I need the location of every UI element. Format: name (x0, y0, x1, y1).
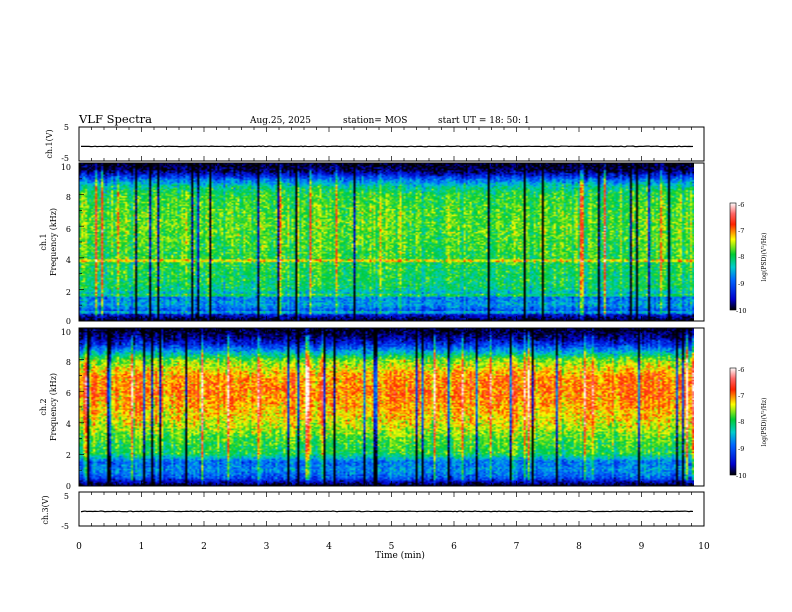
x-tick-9: 9 (639, 542, 645, 552)
ch2-spec-ytick-4: 4 (66, 420, 71, 429)
ch3-voltage-ticks (78, 492, 705, 526)
x-axis-label: Time (min) (375, 550, 425, 561)
ch1-voltage-ylabel: ch.1(V) (45, 129, 54, 158)
ch2-colorbar-frame (729, 367, 737, 476)
ch1-colorbar: -6 -7 -8 -9 -10 log(PSD)(V²/Hz) (729, 201, 768, 315)
ch3-voltage-ylabel: ch.3(V) (41, 495, 50, 524)
x-tick-0: 0 (76, 542, 82, 552)
ch1-spectrogram-image (79, 163, 694, 321)
x-tick-5: 5 (389, 542, 395, 552)
ch2-colorbar-label: log(PSD)(V²/Hz) (761, 398, 768, 447)
ch2-spec-ytick-6: 6 (66, 389, 71, 398)
ch2-spectrogram-ticks (78, 327, 705, 487)
ch3-voltage-panel: 5 -5 ch.3(V) (41, 491, 705, 531)
ch1-voltage-panel: 5 -5 ch.1(V) (45, 123, 705, 163)
ch1-colorbar-frame (729, 202, 737, 311)
ch1-cb-tick-m9: -9 (738, 280, 744, 288)
ch1-voltage-ytick-bottom: -5 (61, 154, 69, 163)
recording-date: Aug.25, 2025 (249, 116, 311, 126)
x-tick-10: 10 (698, 542, 710, 552)
ch1-spec-ytick-4: 4 (66, 256, 71, 265)
ch1-spec-ylabel-line2: Frequency (kHz) (49, 208, 58, 276)
ch3-voltage-ytick-bottom: -5 (61, 522, 69, 531)
figure-title: VLF Spectra (78, 112, 152, 126)
x-tick-2: 2 (201, 542, 207, 552)
voltage-trace-line (80, 510, 694, 513)
x-tick-3: 3 (264, 542, 270, 552)
x-axis-tick-labels: 0 1 2 3 4 5 6 7 8 9 10 (76, 542, 710, 552)
ch2-cb-tick-m10: -10 (736, 472, 746, 480)
ch1-spec-ytick-6: 6 (66, 225, 71, 234)
ch1-voltage-frame (78, 126, 705, 162)
ch1-cb-tick-m8: -8 (738, 253, 744, 261)
ch1-colorbar-label: log(PSD)(V²/Hz) (761, 233, 768, 282)
ch2-spec-ylabel-line1: ch.2 (39, 398, 48, 415)
ch2-cb-tick-m6: -6 (738, 366, 744, 374)
ch2-spec-ytick-8: 8 (66, 358, 71, 367)
station-label: station= MOS (343, 116, 407, 126)
ch2-spec-ylabel-line2: Frequency (kHz) (49, 373, 58, 441)
ch3-voltage-ytick-top: 5 (64, 492, 69, 501)
ch3-voltage-trace (80, 510, 694, 513)
ch1-voltage-trace (80, 145, 694, 148)
ch1-spec-ytick-8: 8 (66, 193, 71, 202)
ch1-spec-ytick-2: 2 (66, 288, 71, 297)
ch1-colorbar-gradient (730, 203, 736, 310)
ch1-spec-ytick-0: 0 (66, 317, 71, 326)
ch1-spectrogram-ticks (78, 162, 705, 322)
ch1-voltage-ticks (78, 127, 705, 161)
ch2-spec-ytick-2: 2 (66, 451, 71, 460)
ch1-cb-tick-m10: -10 (736, 307, 746, 315)
ch2-cb-tick-m7: -7 (738, 392, 744, 400)
ch1-spec-ylabel-line1: ch.1 (39, 233, 48, 250)
ch2-colorbar-gradient (730, 368, 736, 475)
ch2-spec-ytick-0: 0 (66, 482, 71, 491)
ch1-spectrogram-panel: 0 2 4 6 8 10 ch.1 Frequency (kHz) (39, 162, 705, 326)
ch1-cb-tick-m7: -7 (738, 227, 744, 235)
x-tick-6: 6 (451, 542, 457, 552)
ch2-spec-ytick-10: 10 (61, 328, 71, 337)
ch2-cb-tick-m9: -9 (738, 445, 744, 453)
ch3-voltage-frame (78, 491, 705, 527)
ch1-voltage-ytick-top: 5 (64, 123, 69, 132)
x-tick-1: 1 (139, 542, 145, 552)
ch2-colorbar: -6 -7 -8 -9 -10 log(PSD)(V²/Hz) (729, 366, 768, 480)
start-time-label: start UT = 18: 50: 1 (438, 116, 530, 126)
ch1-cb-tick-m6: -6 (738, 201, 744, 209)
x-tick-4: 4 (326, 542, 332, 552)
ch2-spectrogram-image (79, 328, 694, 486)
x-tick-8: 8 (576, 542, 582, 552)
voltage-trace-line (80, 145, 694, 148)
ch2-spectrogram-panel: 0 2 4 6 8 10 ch.2 Frequency (kHz) (39, 327, 705, 491)
ch2-cb-tick-m8: -8 (738, 418, 744, 426)
ch1-spec-ytick-10: 10 (61, 163, 71, 172)
x-tick-7: 7 (514, 542, 520, 552)
